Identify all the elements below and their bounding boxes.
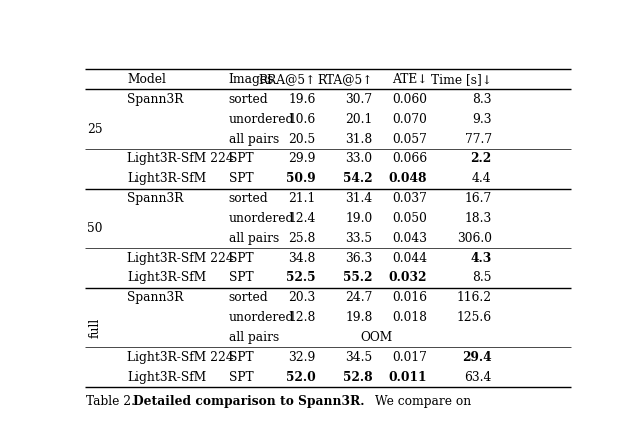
Text: 8.3: 8.3 [472,93,492,106]
Text: 4.3: 4.3 [470,252,492,265]
Text: all pairs: all pairs [229,331,279,344]
Text: 55.2: 55.2 [343,271,372,284]
Text: 16.7: 16.7 [465,192,492,205]
Text: Light3R-SfM 224: Light3R-SfM 224 [127,252,234,265]
Text: SPT: SPT [229,271,253,284]
Text: Spann3R: Spann3R [127,93,184,106]
Text: 19.6: 19.6 [288,93,316,106]
Text: 0.070: 0.070 [392,113,428,126]
Text: 31.4: 31.4 [346,192,372,205]
Text: Light3R-SfM: Light3R-SfM [127,172,206,185]
Text: SPT: SPT [229,152,253,165]
Text: all pairs: all pairs [229,133,279,146]
Text: 0.066: 0.066 [392,152,428,165]
Text: 0.044: 0.044 [392,252,428,265]
Text: RRA@5↑: RRA@5↑ [258,73,316,86]
Text: We compare on: We compare on [375,395,472,408]
Text: 33.5: 33.5 [346,232,372,245]
Text: 20.3: 20.3 [289,291,316,304]
Text: 52.8: 52.8 [343,370,372,384]
Text: 0.043: 0.043 [392,232,428,245]
Text: 9.3: 9.3 [472,113,492,126]
Text: unordered: unordered [229,311,294,324]
Text: Light3R-SfM: Light3R-SfM [127,271,206,284]
Text: Detailed comparison to Spann3R.: Detailed comparison to Spann3R. [133,395,365,408]
Text: all pairs: all pairs [229,232,279,245]
Text: sorted: sorted [229,93,268,106]
Text: 0.032: 0.032 [388,271,428,284]
Text: Light3R-SfM 224: Light3R-SfM 224 [127,152,234,165]
Text: sorted: sorted [229,291,268,304]
Text: Time [s]↓: Time [s]↓ [431,73,492,86]
Text: 54.2: 54.2 [343,172,372,185]
Text: SPT: SPT [229,252,253,265]
Text: 32.9: 32.9 [288,351,316,364]
Text: Light3R-SfM 224: Light3R-SfM 224 [127,351,234,364]
Text: 4.4: 4.4 [472,172,492,185]
Text: 31.8: 31.8 [346,133,372,146]
Text: OOM: OOM [360,331,392,344]
Text: full: full [88,317,101,337]
Text: RTA@5↑: RTA@5↑ [317,73,372,86]
Text: 12.8: 12.8 [288,311,316,324]
Text: 29.9: 29.9 [288,152,316,165]
Text: 2.2: 2.2 [470,152,492,165]
Text: 0.037: 0.037 [392,192,428,205]
Text: 8.5: 8.5 [472,271,492,284]
Text: 33.0: 33.0 [346,152,372,165]
Text: 0.048: 0.048 [388,172,428,185]
Text: 0.018: 0.018 [392,311,428,324]
Text: 0.057: 0.057 [392,133,428,146]
Text: 29.4: 29.4 [462,351,492,364]
Text: 18.3: 18.3 [465,212,492,225]
Text: 0.011: 0.011 [388,370,428,384]
Text: 21.1: 21.1 [289,192,316,205]
Text: 116.2: 116.2 [456,291,492,304]
Text: 25.8: 25.8 [288,232,316,245]
Text: 19.0: 19.0 [346,212,372,225]
Text: 0.060: 0.060 [392,93,428,106]
Text: 125.6: 125.6 [456,311,492,324]
Text: 36.3: 36.3 [346,252,372,265]
Text: Light3R-SfM: Light3R-SfM [127,370,206,384]
Text: Model: Model [127,73,166,86]
Text: Spann3R: Spann3R [127,192,184,205]
Text: 12.4: 12.4 [288,212,316,225]
Text: 52.5: 52.5 [286,271,316,284]
Text: SPT: SPT [229,172,253,185]
Text: 0.017: 0.017 [392,351,428,364]
Text: 30.7: 30.7 [346,93,372,106]
Text: 50.9: 50.9 [286,172,316,185]
Text: 63.4: 63.4 [464,370,492,384]
Text: 20.5: 20.5 [289,133,316,146]
Text: 0.050: 0.050 [392,212,428,225]
Text: 34.5: 34.5 [346,351,372,364]
Text: 19.8: 19.8 [345,311,372,324]
Text: Table 2.: Table 2. [86,395,135,408]
Text: 77.7: 77.7 [465,133,492,146]
Text: Images: Images [229,73,274,86]
Text: ATE↓: ATE↓ [392,73,428,86]
Text: 52.0: 52.0 [286,370,316,384]
Text: sorted: sorted [229,192,268,205]
Text: unordered: unordered [229,113,294,126]
Text: 20.1: 20.1 [346,113,372,126]
Text: 25: 25 [87,123,102,136]
Text: 10.6: 10.6 [289,113,316,126]
Text: SPT: SPT [229,351,253,364]
Text: unordered: unordered [229,212,294,225]
Text: 34.8: 34.8 [288,252,316,265]
Text: 0.016: 0.016 [392,291,428,304]
Text: SPT: SPT [229,370,253,384]
Text: Spann3R: Spann3R [127,291,184,304]
Text: 24.7: 24.7 [345,291,372,304]
Text: 50: 50 [87,222,102,235]
Text: 306.0: 306.0 [457,232,492,245]
